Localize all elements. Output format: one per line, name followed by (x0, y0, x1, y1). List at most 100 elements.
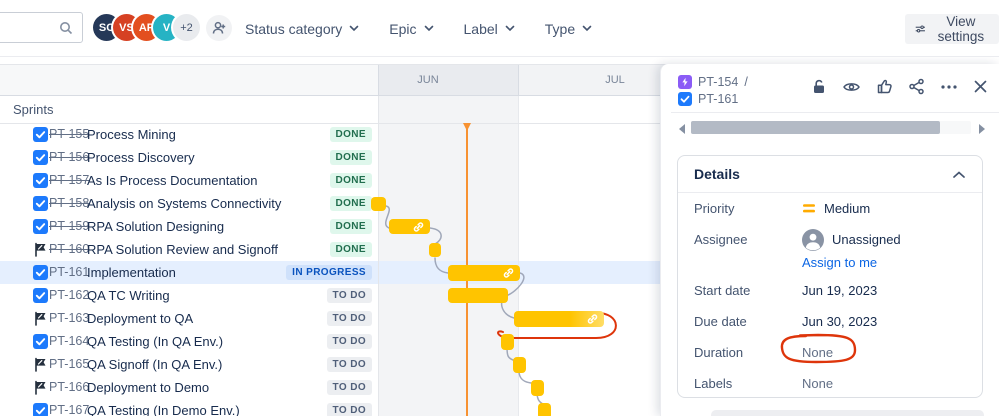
field-value-text: None (802, 345, 834, 360)
detail-field[interactable]: Labels None (694, 368, 966, 399)
chevron-down-icon (349, 25, 359, 32)
breadcrumb-parent[interactable]: PT-154 (698, 74, 739, 89)
issue-row[interactable]: PT-160 RPA Solution Review and Signoff D… (0, 238, 378, 261)
add-person-button[interactable] (206, 15, 232, 41)
search-box[interactable] (0, 12, 83, 43)
field-value-text: Jun 30, 2023 (802, 314, 878, 329)
issue-row[interactable]: PT-162 QA TC Writing TO DO (0, 284, 378, 307)
task-icon (33, 219, 48, 234)
gantt-bar[interactable] (429, 242, 441, 257)
group-label: Sprints (13, 102, 54, 117)
gantt-bar[interactable] (531, 379, 544, 396)
close-button[interactable] (973, 79, 988, 94)
filter-status-category[interactable]: Status category (245, 21, 359, 37)
next-section-edge (711, 410, 984, 416)
view-settings-button[interactable]: View settings (905, 14, 999, 44)
gantt-bar[interactable] (514, 310, 604, 327)
watch-button[interactable] (842, 79, 861, 95)
gantt-bar[interactable] (501, 333, 514, 350)
lock-button[interactable] (811, 78, 827, 95)
detail-field[interactable]: Duration None (694, 337, 966, 368)
scroll-left-arrow[interactable] (679, 124, 685, 134)
avatar-overflow[interactable]: +2 (173, 14, 200, 41)
list-chart-divider (378, 96, 379, 416)
issue-key: PT-158 (49, 196, 90, 210)
field-value-text: Unassigned (832, 232, 901, 247)
gantt-bar[interactable] (448, 288, 508, 303)
gantt-bar[interactable] (389, 219, 430, 234)
issue-key: PT-159 (49, 219, 90, 233)
field-value-text: Jun 19, 2023 (802, 283, 878, 298)
task-icon (33, 334, 48, 349)
task-icon (33, 173, 48, 188)
issue-row[interactable]: PT-167 QA Testing (In Demo Env.) TO DO (0, 399, 378, 416)
issue-row[interactable]: PT-165 QA Signoff (In QA Env.) TO DO (0, 353, 378, 376)
status-badge: TO DO (326, 403, 372, 416)
month-label-jul: JUL (605, 74, 625, 86)
detail-field[interactable]: Assignee Unassigned (694, 224, 966, 255)
field-label: Priority (694, 201, 735, 216)
status-badge: DONE (329, 196, 372, 211)
issue-row[interactable]: PT-157 As Is Process Documentation DONE (0, 169, 378, 192)
scroll-right-arrow[interactable] (979, 124, 985, 134)
breadcrumb: PT-154 / PT-161 (678, 73, 748, 107)
issue-key: PT-163 (49, 311, 90, 325)
gantt-bars (0, 57, 660, 416)
horizontal-scrollbar[interactable] (661, 121, 999, 134)
issue-row[interactable]: PT-161 Implementation IN PROGRESS (0, 261, 378, 284)
issue-summary: RPA Solution Review and Signoff (87, 242, 279, 257)
detail-field[interactable]: Start date Jun 19, 2023 (694, 275, 966, 306)
priority-medium-icon (803, 204, 815, 213)
eye-icon (843, 82, 860, 91)
status-badge: IN PROGRESS (286, 265, 372, 280)
issue-row[interactable]: PT-166 Deployment to Demo TO DO (0, 376, 378, 399)
task-icon (33, 288, 48, 303)
share-button[interactable] (908, 78, 925, 95)
gantt-bar[interactable] (513, 356, 526, 373)
breadcrumb-current[interactable]: PT-161 (698, 91, 739, 106)
status-badge: DONE (329, 219, 372, 234)
share-icon (909, 78, 924, 95)
field-value: Jun 30, 2023 (802, 314, 966, 329)
issue-row[interactable]: PT-156 Process Discovery DONE (0, 146, 378, 169)
issue-row[interactable]: PT-158 Analysis on Systems Connectivity … (0, 192, 378, 215)
detail-field[interactable]: Due date Jun 30, 2023 (694, 306, 966, 337)
issue-row[interactable]: PT-159 RPA Solution Designing DONE (0, 215, 378, 238)
chevron-up-icon[interactable] (952, 170, 966, 179)
task-icon (33, 403, 48, 416)
group-header-sprints[interactable]: Sprints (0, 96, 378, 123)
issue-actions (811, 78, 988, 95)
filter-bar: Status category Epic Label Type (245, 0, 592, 57)
scrollbar-track[interactable] (691, 121, 971, 134)
details-section: Details Priority Medium Assignee Unassig… (677, 155, 983, 398)
gantt-bar[interactable] (538, 402, 551, 416)
chevron-down-icon (505, 25, 515, 32)
issue-row[interactable]: PT-164 QA Testing (In QA Env.) TO DO (0, 330, 378, 353)
filter-epic[interactable]: Epic (389, 21, 433, 37)
filter-label[interactable]: Label (464, 21, 515, 37)
details-title: Details (694, 166, 740, 182)
field-label: Duration (694, 345, 744, 360)
search-input[interactable] (0, 13, 82, 42)
list-header-band (0, 65, 378, 96)
issue-row[interactable]: PT-155 Process Mining DONE (0, 123, 378, 146)
issue-summary: QA TC Writing (87, 288, 170, 303)
issue-row[interactable]: PT-163 Deployment to QA TO DO (0, 307, 378, 330)
detail-field[interactable]: Priority Medium (694, 193, 966, 224)
filter-type[interactable]: Type (545, 21, 592, 37)
issue-key: PT-156 (49, 150, 90, 164)
add-person-icon (212, 21, 226, 34)
like-button[interactable] (876, 78, 893, 95)
scrollbar-thumb[interactable] (691, 121, 941, 134)
field-value-text: None (802, 376, 834, 391)
assign-to-me-link[interactable]: Assign to me (802, 255, 878, 270)
sliders-icon (915, 25, 925, 33)
more-button[interactable] (940, 79, 958, 95)
details-header[interactable]: Details (678, 156, 982, 193)
gantt-bar[interactable] (371, 196, 386, 211)
issue-summary: Analysis on Systems Connectivity (87, 196, 282, 211)
gantt-bar[interactable] (448, 264, 520, 281)
issue-summary: As Is Process Documentation (87, 173, 258, 188)
lock-icon (814, 79, 824, 93)
field-value: None (802, 376, 966, 391)
